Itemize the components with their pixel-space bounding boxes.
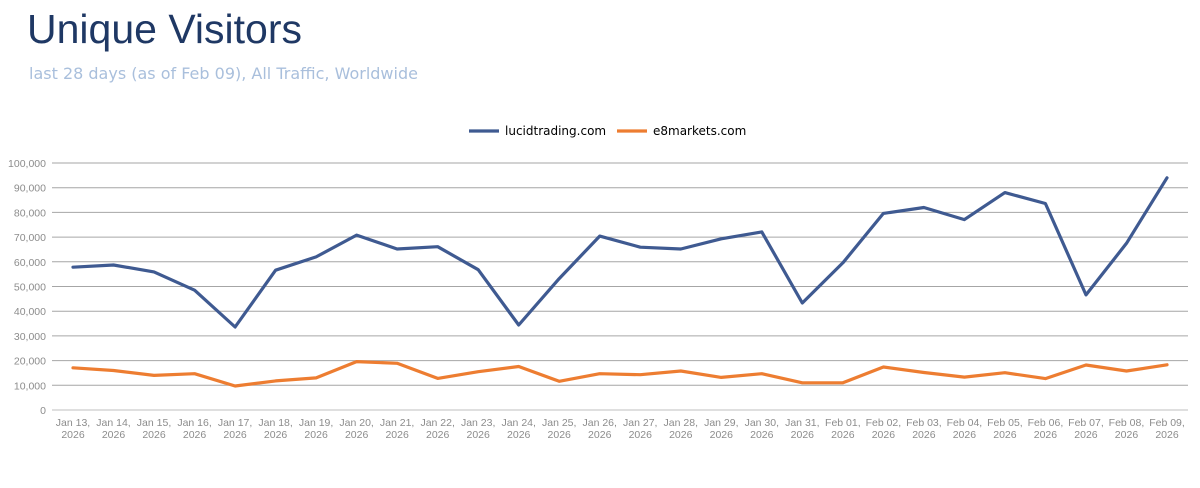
- x-tick-label: Jan 23, 2026: [461, 417, 495, 441]
- x-tick-label: Feb 03, 2026: [906, 417, 942, 441]
- x-tick-label: Jan 17, 2026: [218, 417, 252, 441]
- x-tick-label: Feb 08, 2026: [1109, 417, 1145, 441]
- x-tick-label: Jan 19, 2026: [299, 417, 333, 441]
- x-tick-label: Jan 20, 2026: [339, 417, 373, 441]
- x-tick-label: Feb 09, 2026: [1149, 417, 1185, 441]
- x-tick-label: Feb 06, 2026: [1028, 417, 1064, 441]
- page-subtitle: last 28 days (as of Feb 09), All Traffic…: [29, 64, 418, 83]
- x-tick-label: Jan 27, 2026: [623, 417, 657, 441]
- x-tick-label: Feb 04, 2026: [947, 417, 983, 441]
- x-tick-label: Jan 22, 2026: [420, 417, 454, 441]
- x-tick-label: Jan 14, 2026: [96, 417, 130, 441]
- x-tick-label: Feb 01, 2026: [825, 417, 861, 441]
- y-tick-label: 80,000: [14, 207, 46, 219]
- x-tick-label: Jan 13, 2026: [56, 417, 90, 441]
- x-tick-label: Jan 25, 2026: [542, 417, 576, 441]
- x-tick-label: Jan 24, 2026: [501, 417, 535, 441]
- x-tick-label: Jan 28, 2026: [664, 417, 698, 441]
- y-tick-label: 40,000: [14, 306, 46, 318]
- y-tick-label: 30,000: [14, 331, 46, 343]
- y-tick-label: 10,000: [14, 380, 46, 392]
- series-line-1: [71, 360, 1169, 388]
- x-tick-label: Jan 26, 2026: [583, 417, 617, 441]
- y-tick-label: 70,000: [14, 232, 46, 244]
- legend-label: lucidtrading.com: [505, 124, 606, 138]
- series-line-0: [71, 176, 1169, 329]
- page-title: Unique Visitors: [27, 6, 302, 52]
- legend-label: e8markets.com: [653, 124, 746, 138]
- x-tick-label: Jan 21, 2026: [380, 417, 414, 441]
- x-tick-label: Jan 31, 2026: [785, 417, 819, 441]
- x-tick-label: Feb 07, 2026: [1068, 417, 1104, 441]
- x-tick-label: Jan 16, 2026: [177, 417, 211, 441]
- x-tick-label: Feb 05, 2026: [987, 417, 1023, 441]
- x-tick-label: Jan 15, 2026: [137, 417, 171, 441]
- x-tick-label: Jan 29, 2026: [704, 417, 738, 441]
- y-tick-label: 100,000: [8, 158, 46, 170]
- x-tick-label: Feb 02, 2026: [866, 417, 902, 441]
- x-tick-label: Jan 18, 2026: [258, 417, 292, 441]
- y-tick-label: 0: [40, 405, 46, 417]
- y-tick-label: 50,000: [14, 282, 46, 294]
- x-tick-label: Jan 30, 2026: [745, 417, 779, 441]
- y-tick-label: 60,000: [14, 257, 46, 269]
- y-tick-label: 20,000: [14, 356, 46, 368]
- y-tick-label: 90,000: [14, 183, 46, 195]
